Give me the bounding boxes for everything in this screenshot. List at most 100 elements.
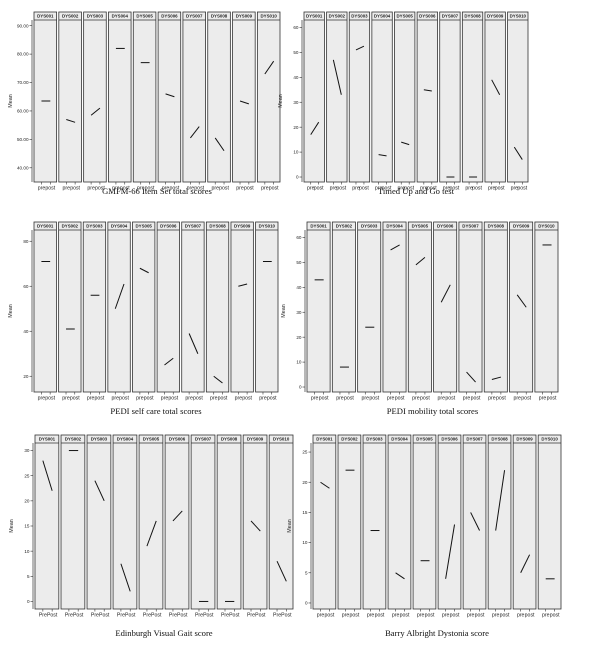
subplot-dys005: DYS005 pre post (132, 221, 156, 402)
subplot-frame (112, 434, 138, 610)
subplot-frame (331, 221, 356, 393)
y-tick-label: 50 (293, 50, 299, 55)
x-tick-label: pre (511, 186, 519, 192)
strip-label: DYS007 (442, 14, 459, 19)
x-tick-label: post (319, 396, 329, 402)
x-tick-label: post (517, 186, 527, 192)
subplot-frame (394, 11, 416, 183)
subplot-frame (357, 221, 382, 393)
subplot-frame (132, 221, 156, 393)
x-tick-label: post (145, 186, 155, 192)
data-line-dys003 (94, 480, 105, 502)
x-tick-label: pre (112, 186, 120, 192)
x-tick-label: pre (259, 396, 267, 402)
subplot-dys002: DYS002 pre post (331, 221, 356, 402)
strip-label: DYS004 (111, 224, 128, 229)
y-tick-label: 60.00 (17, 109, 29, 114)
strip-label: DYS008 (491, 437, 508, 442)
strip-label: DYS006 (419, 14, 436, 19)
subplot-dys004: DYS004 pre post (382, 221, 407, 402)
subplot-dys003: DYS003 pre post (83, 11, 107, 192)
y-tick-label: 30 (293, 100, 299, 105)
subplot-dys009: DYS009 pre post (512, 434, 537, 619)
data-line-dys008 (214, 137, 225, 152)
subplot-frame (216, 434, 242, 610)
subplot-dys005: DYS005 pre post (412, 434, 437, 619)
data-line-dys004 (120, 563, 131, 592)
chart-panel-1: 40.00 50.00 60.00 70.00 80.00 90.00 Mean DYS001… (8, 11, 281, 196)
data-line-dys009 (239, 100, 249, 105)
data-line-dys004 (378, 154, 387, 157)
y-tick-label: 50 (296, 260, 302, 265)
data-line-dys009 (491, 79, 501, 96)
subplot-frame (164, 434, 190, 610)
x-tick-label: post (169, 186, 179, 192)
subplot-frame (256, 11, 281, 183)
y-axis-title: Mean (9, 519, 15, 533)
data-line-dys006 (164, 357, 174, 366)
strip-label: DYS001 (306, 14, 323, 19)
strip-label: DYS010 (538, 224, 555, 229)
subplot-frame (34, 434, 60, 610)
x-tick-label: post (496, 396, 506, 402)
y-tick-label: 0 (296, 175, 299, 180)
subplot-dys003: DYS003 pre post (357, 221, 382, 402)
data-line-dys008 (213, 375, 223, 384)
chart-title: Edinburgh Visual Gait score (115, 628, 212, 638)
strip-label: DYS006 (441, 437, 458, 442)
x-tick-label: pre (307, 186, 315, 192)
data-line-dys010 (276, 561, 287, 582)
strip-label: DYS003 (361, 224, 378, 229)
chart-title: PEDI mobility total scores (387, 406, 479, 416)
subplot-dys004: DYS004 Pre Post (112, 434, 138, 619)
strip-label: DYS006 (169, 437, 186, 442)
x-tick-label: Post (255, 613, 266, 619)
strip-label: DYS005 (136, 224, 153, 229)
x-tick-label: post (344, 396, 354, 402)
x-tick-label: post (242, 396, 252, 402)
subplot-dys010: DYS010 pre post (534, 221, 559, 402)
subplot-frame (268, 434, 294, 610)
strip-label: DYS010 (541, 437, 558, 442)
strip-label: DYS005 (412, 224, 429, 229)
x-tick-label: post (120, 186, 130, 192)
subplot-frame (60, 434, 86, 610)
x-tick-label: pre (38, 396, 46, 402)
subplot-frame (534, 221, 559, 393)
subplot-frame (416, 11, 438, 183)
x-tick-label: post (359, 186, 369, 192)
x-tick-label: post (495, 186, 505, 192)
strip-label: DYS008 (221, 437, 238, 442)
subplot-dys009: DYS009 pre post (232, 11, 256, 192)
subplot-dys005: DYS005 Pre Post (138, 434, 164, 619)
y-tick-label: 30 (296, 310, 302, 315)
x-tick-label: pre (542, 613, 550, 619)
subplot-dys003: DYS003 pre post (348, 11, 371, 192)
x-tick-label: pre (336, 396, 344, 402)
x-tick-label: post (218, 396, 228, 402)
strip-label: DYS007 (466, 437, 483, 442)
subplot-dys006: DYS006 pre post (416, 11, 438, 192)
y-tick-label: 10 (24, 549, 30, 554)
x-tick-label: post (269, 186, 279, 192)
subplot-dys009: DYS009 pre post (509, 221, 534, 402)
subplot-frame (407, 221, 432, 393)
strip-label: DYS009 (513, 224, 530, 229)
x-tick-label: Post (99, 613, 110, 619)
x-tick-label: post (550, 613, 560, 619)
y-tick-label: 0 (305, 601, 308, 606)
subplot-dys006: DYS006 pre post (157, 11, 182, 192)
x-tick-label: post (472, 186, 482, 192)
subplot-frame (33, 11, 58, 183)
x-tick-label: pre (488, 396, 496, 402)
x-tick-label: pre (412, 396, 420, 402)
x-tick-label: Pre (169, 613, 177, 619)
x-tick-label: post (244, 186, 254, 192)
subplot-frame (108, 11, 132, 183)
x-tick-label: post (350, 613, 360, 619)
x-tick-label: Post (229, 613, 240, 619)
data-line-dys010 (513, 146, 523, 160)
subplot-dys006: DYS006 Pre Post (164, 434, 190, 619)
x-tick-label: pre (330, 186, 338, 192)
